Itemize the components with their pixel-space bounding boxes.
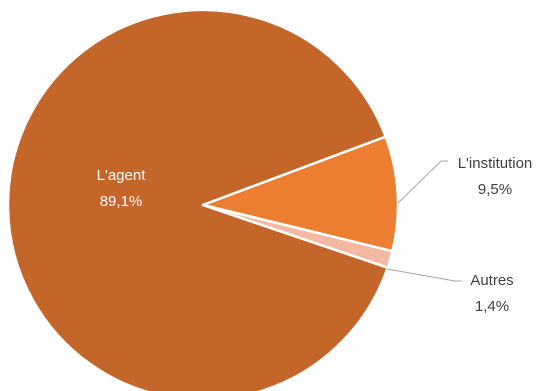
leader-line-autres — [386, 268, 462, 282]
leader-line-institution — [397, 160, 448, 204]
slice-label-agent-value: 89,1% — [100, 193, 143, 210]
slice-labels: L'agent 89,1% L'institution 9,5% Autres … — [97, 155, 533, 315]
pie-slices — [6, 8, 400, 391]
leader-lines — [386, 160, 462, 282]
slice-autres — [201, 203, 394, 269]
slice-label-autres-name: Autres — [470, 272, 513, 289]
slice-agent — [6, 8, 389, 391]
slice-label-autres-value: 1,4% — [475, 298, 509, 315]
slice-label-agent-name: L'agent — [97, 167, 147, 184]
slice-label-institution-value: 9,5% — [478, 181, 512, 198]
slice-label-institution-name: L'institution — [458, 155, 533, 172]
slice-institution — [201, 135, 400, 253]
